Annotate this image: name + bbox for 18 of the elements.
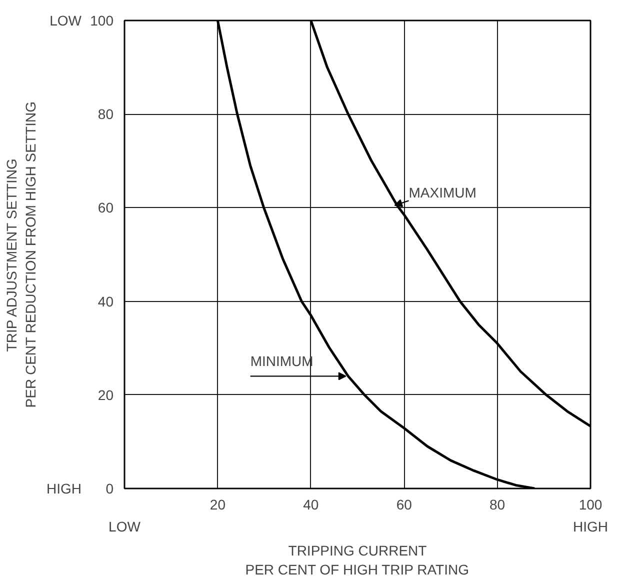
- text: HIGH: [46, 480, 82, 496]
- x-tick-label: 100: [578, 496, 602, 512]
- y-tick-label: 20: [98, 386, 114, 403]
- y-tick-label: 0: [106, 480, 114, 496]
- y-tick-label: 40: [98, 293, 114, 310]
- y-axis-title: TRIP ADJUSTMENT SETTING PER CENT REDUCTION FROM HIGH SETTING: [3, 102, 38, 408]
- y-tick-label: 100: [90, 12, 114, 28]
- x-axis-title: TRIPPING CURRENT PER CENT OF HIGH TRIP RATING: [245, 542, 470, 578]
- y-tick-label: 60: [98, 200, 114, 216]
- x-tick-label: 80: [490, 496, 506, 512]
- x-tick-label: 60: [396, 496, 412, 512]
- text: LOW: [50, 12, 82, 28]
- text: LOW: [108, 518, 142, 534]
- x-tick-label: 40: [303, 496, 319, 512]
- annotation: MAXIMUM: [408, 184, 476, 201]
- y-tick-label: 80: [98, 106, 114, 122]
- x-tick-label: 20: [210, 496, 226, 512]
- text: HIGH: [573, 518, 608, 534]
